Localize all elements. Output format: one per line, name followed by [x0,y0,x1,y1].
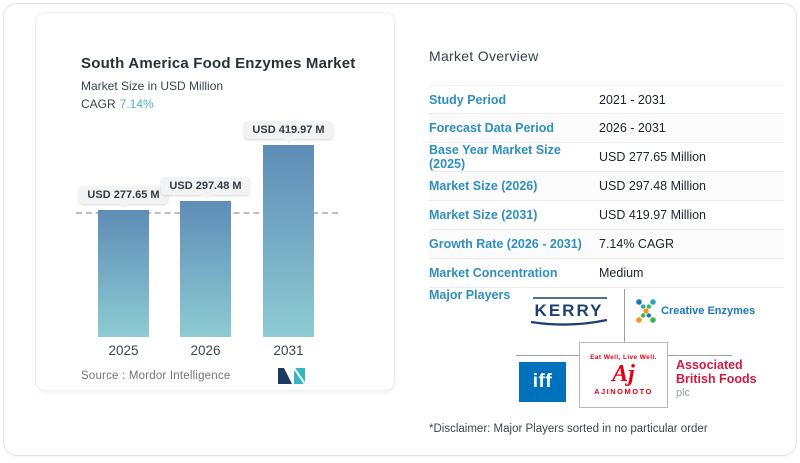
iff-logo: iff [519,362,566,402]
disclaimer-text: *Disclaimer: Major Players sorted in no … [429,423,708,435]
table-row: Market Size (2026) USD 297.48 Million [429,172,784,201]
logo-divider-horizontal-right [668,355,732,356]
overview-heading: Market Overview [429,48,539,64]
ajinomoto-tagline: Eat Well, Live Well. [590,354,657,361]
x-axis-label-2026: 2026 [190,343,221,358]
associated-british-foods-logo: Associated British Foods plc [676,358,757,400]
row-label: Market Size (2026) [429,179,538,193]
mordor-intelligence-logo [278,368,305,385]
logo-divider-horizontal-left [516,355,579,356]
bar-2031 [263,145,314,337]
row-value: 7.14% CAGR [599,237,675,251]
ajinomoto-logo: Eat Well, Live Well. Aj AJINOMOTO [579,342,668,408]
row-label: Market Size (2031) [429,208,538,222]
row-value: Medium [599,266,644,280]
chart-title: South America Food Enzymes Market [81,55,356,72]
row-label: Growth Rate (2026 - 2031) [429,237,582,251]
creative-enzymes-icon [636,299,656,323]
row-value: USD 419.97 Million [599,208,706,222]
bar-value-label: USD 277.65 M [79,186,168,204]
row-value: 2026 - 2031 [599,121,666,135]
row-value: USD 297.48 Million [599,179,706,193]
svg-text:KERRY: KERRY [535,301,604,320]
market-size-chart-card: South America Food Enzymes Market Market… [35,12,395,391]
bar-group-2026: USD 297.48 M [161,177,250,337]
chart-subtitle: Market Size in USD Million [81,79,224,93]
cagr-label: CAGR [81,97,116,111]
source-attribution: Source : Mordor Intelligence [81,370,231,382]
kerry-logo: KERRY [530,297,608,326]
row-label: Market Concentration [429,266,558,280]
abf-line2: British Foods [676,372,757,386]
ajinomoto-script-mark: Aj [612,361,635,387]
row-label: Forecast Data Period [429,121,555,135]
creative-enzymes-text: Creative Enzymes [661,305,756,317]
table-row: Growth Rate (2026 - 2031) 7.14% CAGR [429,230,784,259]
bar-value-label: USD 419.97 M [244,121,333,139]
table-row: Forecast Data Period 2026 - 2031 [429,114,784,143]
bar-chart: USD 277.65 M USD 297.48 M USD 419.97 M 2… [36,13,394,390]
row-label: Base Year Market Size (2025) [429,143,561,171]
market-overview-panel: Market Overview Study Period 2021 - 2031 … [429,4,794,463]
row-value: 2021 - 2031 [599,92,666,107]
table-row: Study Period 2021 - 2031 [429,85,784,114]
table-row: Market Concentration Medium [429,259,784,288]
cagr-value: 7.14% [119,97,154,111]
table-row: Market Size (2031) USD 419.97 Million [429,201,784,230]
major-players-label: Major Players [429,288,511,302]
x-axis-label-2025: 2025 [108,343,139,358]
logo-divider-vertical [624,289,625,342]
table-row: Base Year Market Size (2025) USD 277.65 M… [429,143,784,172]
x-axis-label-2031: 2031 [273,343,304,358]
bar-group-2025: USD 277.65 M [79,186,168,337]
iff-text: iff [532,371,553,392]
row-label: Study Period [429,92,507,107]
bar-2026 [180,201,231,337]
ajinomoto-wordmark: AJINOMOTO [594,387,653,396]
row-value: USD 277.65 Million [599,150,706,164]
bar-2025 [98,210,149,337]
creative-enzymes-logo: Creative Enzymes [634,297,755,325]
abf-line1: Associated [676,358,743,372]
report-card: South America Food Enzymes Market Market… [3,3,797,456]
bar-group-2031: USD 419.97 M [244,121,333,337]
overview-table: Study Period 2021 - 2031 Forecast Data Pe… [429,85,784,288]
chart-cagr: CAGR 7.14% [81,97,154,111]
bar-value-label: USD 297.48 M [161,177,250,195]
abf-plc: plc [676,387,691,399]
